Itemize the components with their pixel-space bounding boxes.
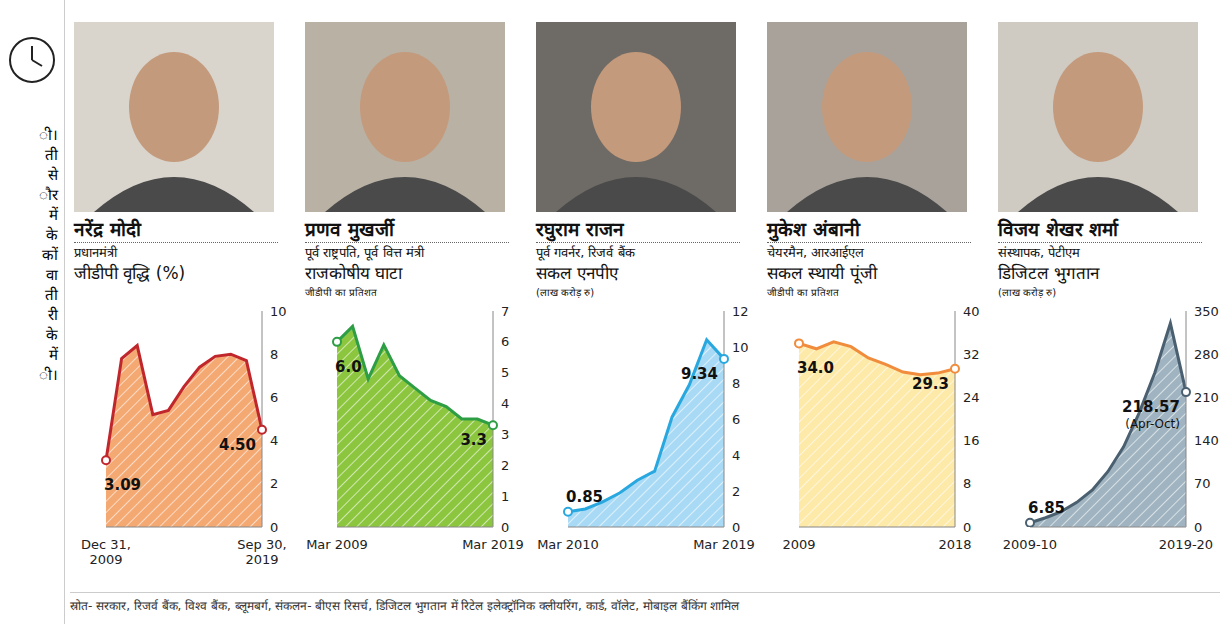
svg-text:210: 210: [1194, 390, 1219, 405]
svg-text:2009-10: 2009-10: [1003, 537, 1057, 552]
svg-text:2009: 2009: [782, 537, 815, 552]
svg-text:350: 350: [1194, 304, 1219, 319]
svg-text:2: 2: [732, 484, 740, 499]
svg-text:2: 2: [501, 458, 509, 473]
svg-text:6.0: 6.0: [335, 358, 362, 376]
html-text:विजय शेखर शर्मा: विजय शेखर शर्मा: [998, 218, 1119, 240]
svg-text:1: 1: [501, 489, 509, 504]
svg-text:218.57: 218.57: [1122, 398, 1180, 416]
svg-text:3.3: 3.3: [460, 431, 487, 449]
svg-text:40: 40: [963, 304, 980, 319]
svg-text:Mar 2010: Mar 2010: [537, 537, 599, 552]
html-text:वा: वा: [46, 266, 58, 284]
html-text:(लाख करोड़ रु): (लाख करोड़ रु): [536, 287, 595, 298]
html-text:से: से: [48, 166, 58, 184]
svg-text:0: 0: [963, 520, 971, 535]
svg-text:32: 32: [963, 347, 980, 362]
html-text:जीडीपी वृद्धि (%): जीडीपी वृद्धि (%): [74, 263, 186, 283]
svg-text:8: 8: [732, 376, 740, 391]
html-text:संस्थापक, पेटीएम: संस्थापक, पेटीएम: [998, 245, 1081, 260]
html-text:डिजिटल भुगतान: डिजिटल भुगतान: [998, 263, 1100, 283]
html-text:जीडीपी का प्रतिशत: जीडीपी का प्रतिशत: [767, 287, 840, 298]
svg-text:7: 7: [501, 304, 509, 319]
html-text:पूर्व गवर्नर, रिजर्व बैंक: पूर्व गवर्नर, रिजर्व बैंक: [536, 245, 635, 260]
svg-text:70: 70: [1194, 476, 1211, 491]
html-text:मुकेश अंबानी: मुकेश अंबानी: [767, 218, 860, 240]
html-text:(लाख करोड़ रु): (लाख करोड़ रु): [998, 287, 1057, 298]
html-text:राजकोषीय घाटा: राजकोषीय घाटा: [305, 263, 403, 283]
svg-text:2018: 2018: [938, 537, 971, 552]
svg-text:3.09: 3.09: [104, 476, 141, 494]
svg-text:Mar 2009: Mar 2009: [306, 537, 368, 552]
svg-text:6: 6: [270, 390, 278, 405]
svg-text:Mar 2019: Mar 2019: [462, 537, 524, 552]
svg-text:Mar 2019: Mar 2019: [693, 537, 755, 552]
html-text:प्रणव मुखर्जी: प्रणव मुखर्जी: [305, 218, 394, 240]
html-text:में: में: [49, 206, 58, 224]
html-text:ौर: ौर: [39, 186, 58, 204]
html-text:नरेंद्र मोदी: नरेंद्र मोदी: [74, 218, 141, 240]
html-text:के: के: [46, 226, 58, 244]
html-text:स्रोत- सरकार, रिजर्व बैंक, विश: स्रोत- सरकार, रिजर्व बैंक, विश्व बैंक, ब…: [70, 599, 740, 613]
svg-text:12: 12: [732, 304, 749, 319]
html-text:रघुराम राजन: रघुराम राजन: [536, 218, 624, 240]
svg-text:9.34: 9.34: [681, 365, 718, 383]
svg-text:8: 8: [963, 476, 971, 491]
svg-text:4: 4: [501, 396, 509, 411]
svg-text:5: 5: [501, 365, 509, 380]
svg-text:24: 24: [963, 390, 980, 405]
svg-text:(Apr-Oct): (Apr-Oct): [1125, 417, 1180, 431]
html-text:ती: ती: [45, 146, 58, 164]
html-text:प्रधानमंत्री: प्रधानमंत्री: [74, 245, 117, 260]
svg-text:4: 4: [732, 448, 740, 463]
html-text:पूर्व राष्ट्रपति, पूर्व वित्त: पूर्व राष्ट्रपति, पूर्व वित्त मंत्री: [305, 245, 424, 260]
svg-text:0.85: 0.85: [566, 488, 603, 506]
svg-text:Sep 30,2019: Sep 30,2019: [237, 537, 286, 567]
svg-text:0: 0: [270, 520, 278, 535]
html-text:ती: ती: [45, 286, 58, 304]
svg-text:Dec 31,2009: Dec 31,2009: [81, 537, 131, 567]
svg-text:3: 3: [501, 427, 509, 442]
html-text:चेयरमैन, आरआईएल: चेयरमैन, आरआईएल: [767, 245, 865, 260]
svg-text:10: 10: [270, 304, 287, 319]
svg-text:34.0: 34.0: [797, 359, 834, 377]
svg-text:0: 0: [1194, 520, 1202, 535]
svg-text:4.50: 4.50: [219, 436, 256, 454]
svg-text:280: 280: [1194, 347, 1219, 362]
html-text:सकल एनपीए: सकल एनपीए: [536, 263, 619, 283]
svg-text:6: 6: [501, 334, 509, 349]
svg-text:0: 0: [732, 520, 740, 535]
svg-text:4: 4: [270, 433, 278, 448]
html-text:में: में: [49, 346, 58, 364]
html-text:सकल स्थायी पूंजी: सकल स्थायी पूंजी: [767, 263, 877, 283]
svg-text:140: 140: [1194, 433, 1219, 448]
html-text:री: री: [48, 306, 58, 324]
svg-text:2019-20: 2019-20: [1159, 537, 1213, 552]
svg-text:0: 0: [501, 520, 509, 535]
html-text:जीडीपी का प्रतिशत: जीडीपी का प्रतिशत: [305, 287, 378, 298]
html-text:के: के: [46, 326, 58, 344]
svg-text:2: 2: [270, 476, 278, 491]
html-text:कों: कों: [42, 246, 58, 264]
svg-text:10: 10: [732, 340, 749, 355]
svg-text:8: 8: [270, 347, 278, 362]
svg-text:6.85: 6.85: [1028, 499, 1065, 517]
svg-text:16: 16: [963, 433, 980, 448]
svg-text:29.3: 29.3: [912, 375, 949, 393]
svg-text:6: 6: [732, 412, 740, 427]
